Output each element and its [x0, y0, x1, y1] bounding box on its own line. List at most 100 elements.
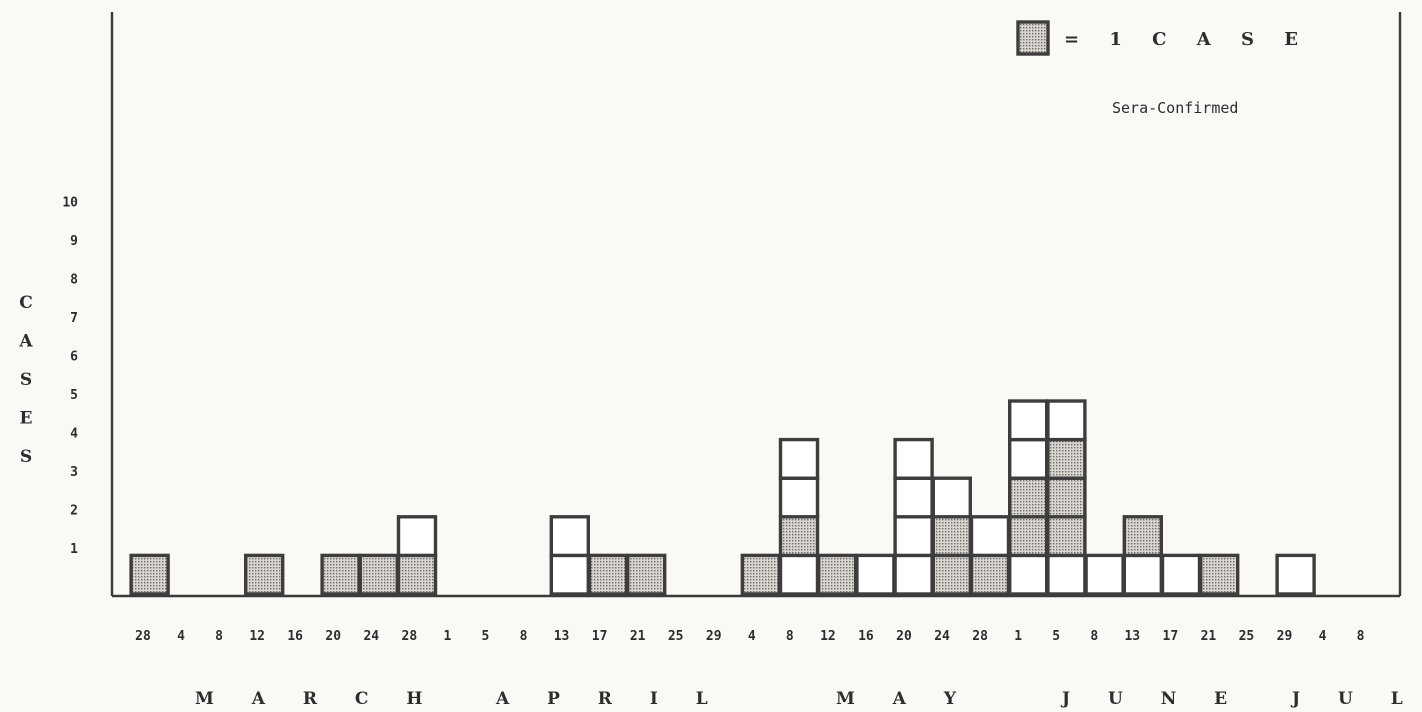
x-tick-label: 5 [482, 629, 490, 644]
case-box-sera-confirmed [969, 553, 1011, 596]
case-box [1046, 553, 1087, 596]
x-tick-label: 13 [554, 629, 570, 644]
case-box [931, 476, 972, 519]
x-tick-label: 4 [748, 629, 756, 644]
y-tick-label: 7 [70, 311, 78, 326]
y-tick-label: 4 [70, 427, 78, 442]
x-tick-label: 24 [934, 629, 950, 644]
case-box [1275, 553, 1316, 596]
y-tick-label: 10 [62, 196, 78, 211]
case-box [969, 515, 1011, 558]
x-tick-label: 12 [249, 629, 265, 644]
case-box [855, 553, 896, 596]
case-box-sera-confirmed [1198, 553, 1240, 596]
x-tick-label: 29 [706, 629, 722, 644]
month-label: A P R I L [495, 689, 724, 709]
legend-label: = 1 C A S E [1064, 29, 1310, 50]
x-tick-label: 28 [972, 629, 988, 644]
case-box [1008, 399, 1049, 442]
case-stacks [129, 399, 1316, 596]
x-tick-label: 28 [402, 629, 418, 644]
y-tick-label: 9 [70, 234, 78, 249]
y-tick-label: 6 [70, 350, 78, 365]
case-box-sera-confirmed [740, 553, 781, 596]
case-box [893, 476, 934, 519]
case-box-sera-confirmed [1046, 515, 1087, 558]
case-box-sera-confirmed [817, 553, 858, 596]
case-box [778, 437, 820, 480]
x-tick-label: 21 [1201, 629, 1217, 644]
x-tick-label: 5 [1052, 629, 1060, 644]
legend-swatch [1016, 20, 1050, 56]
case-box [1160, 553, 1202, 596]
x-tick-label: 12 [820, 629, 836, 644]
x-tick-label: 25 [668, 629, 684, 644]
month-label: J U L Y [1290, 689, 1422, 709]
month-label: M A R C H [195, 689, 438, 709]
case-box-sera-confirmed [587, 553, 629, 596]
x-tick-label: 24 [363, 629, 379, 644]
case-box-sera-confirmed [358, 553, 399, 596]
x-tick-label: 16 [287, 629, 303, 644]
y-axis-title-letter: E [20, 409, 33, 429]
case-box-sera-confirmed [931, 553, 972, 596]
case-box-sera-confirmed [1008, 515, 1049, 558]
case-box-sera-confirmed [1046, 476, 1087, 519]
case-box-sera-confirmed [396, 553, 438, 596]
x-tick-label: 8 [215, 629, 223, 644]
x-tick-label: 8 [786, 629, 794, 644]
case-box [1084, 553, 1125, 596]
case-box [396, 515, 438, 558]
x-tick-label: 13 [1124, 629, 1140, 644]
case-box-sera-confirmed [778, 515, 820, 558]
case-box [1008, 553, 1049, 596]
case-box [778, 553, 820, 596]
x-tick-label: 21 [630, 629, 646, 644]
x-tick-label: 29 [1277, 629, 1293, 644]
case-box [1122, 553, 1164, 596]
x-tick-label: 17 [592, 629, 608, 644]
month-label: J U N E [1060, 689, 1243, 709]
x-tick-label: 1 [1014, 629, 1022, 644]
case-box [549, 515, 590, 558]
case-box-sera-confirmed [626, 553, 667, 596]
y-axis-title-letter: A [18, 332, 33, 352]
x-tick-label: 8 [520, 629, 528, 644]
month-labels: M A R C HA P R I LM A YJ U N EJ U L Y [195, 689, 1422, 709]
case-box-sera-confirmed [129, 553, 170, 596]
case-box [893, 553, 934, 596]
x-tick-label: 8 [1357, 629, 1365, 644]
y-tick-labels: 1 2 3 4 5 6 7 8 9 10 [62, 196, 78, 558]
x-tick-label: 4 [1319, 629, 1327, 644]
y-tick-label: 5 [70, 388, 78, 403]
x-tick-labels: 28 4 8 12 16 20 24 28 1 5 8 13 17 21 25 29 4 8 12 16 20 24 28 1… [135, 629, 1365, 644]
case-box-sera-confirmed [320, 553, 361, 596]
y-axis-title-letter: S [20, 370, 32, 390]
y-tick-label: 3 [70, 465, 78, 480]
x-tick-label: 4 [177, 629, 185, 644]
case-box-sera-confirmed [243, 553, 285, 596]
case-box [1046, 399, 1087, 442]
case-box [778, 476, 820, 519]
x-tick-label: 17 [1163, 629, 1179, 644]
case-box-sera-confirmed [931, 515, 972, 558]
case-box-sera-confirmed [1008, 476, 1049, 519]
case-box [1008, 437, 1049, 480]
y-tick-label: 8 [70, 273, 78, 288]
x-tick-label: 16 [858, 629, 874, 644]
case-box-sera-confirmed [1046, 437, 1087, 480]
y-tick-label: 2 [70, 504, 78, 519]
x-tick-label: 25 [1239, 629, 1255, 644]
x-tick-label: 20 [325, 629, 341, 644]
legend-note: Sera-Confirmed [1112, 99, 1238, 117]
y-axis-title-letter: S [20, 447, 32, 467]
y-axis-title-letter: C [19, 293, 33, 313]
case-box [893, 437, 934, 480]
x-tick-label: 8 [1090, 629, 1098, 644]
case-box-sera-confirmed [1122, 515, 1164, 558]
month-label: M A Y [836, 689, 972, 709]
x-tick-label: 20 [896, 629, 912, 644]
case-box [549, 553, 590, 596]
